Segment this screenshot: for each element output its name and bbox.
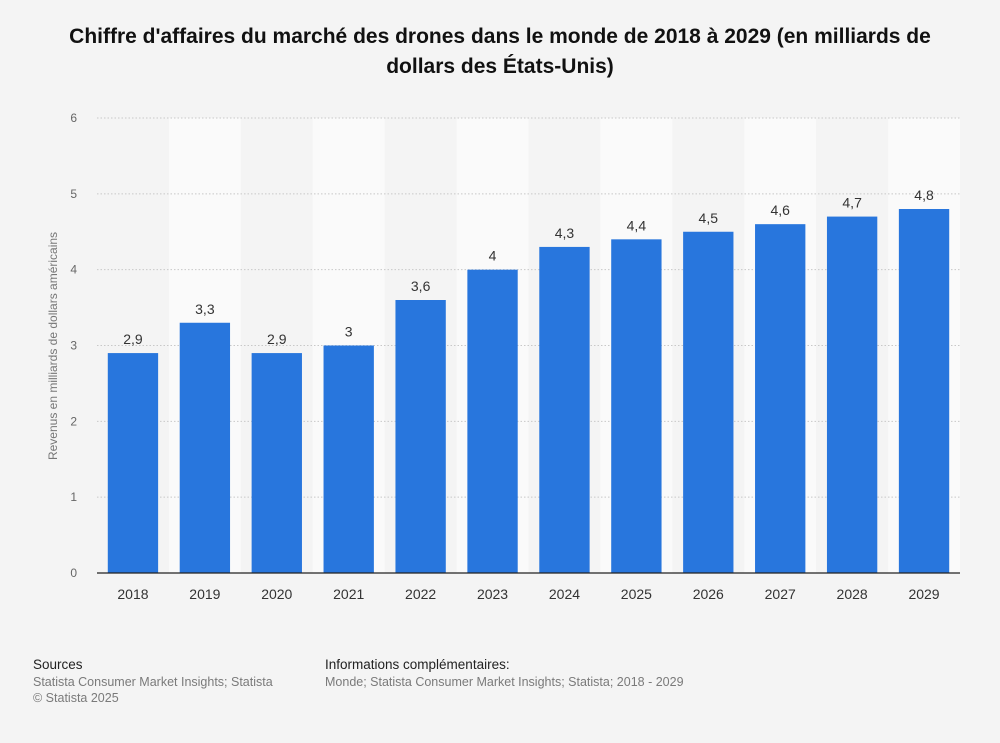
y-tick-label: 1 bbox=[70, 490, 77, 504]
x-tick-label: 2024 bbox=[549, 586, 580, 602]
x-tick-label: 2018 bbox=[117, 586, 148, 602]
data-label: 4,8 bbox=[914, 187, 934, 203]
bar-chart: 0 1 2 3 4 5 6 Revenus en milliards de dollars a… bbox=[46, 111, 960, 602]
data-label: 4,4 bbox=[627, 217, 647, 233]
bar bbox=[539, 246, 590, 573]
sources-text: Statista Consumer Market Insights; Stati… bbox=[33, 675, 273, 689]
x-tick-label: 2023 bbox=[477, 586, 508, 602]
data-label: 2,9 bbox=[123, 331, 143, 347]
copyright-text: © Statista 2025 bbox=[33, 691, 119, 705]
bar bbox=[323, 345, 374, 573]
data-label: 3,3 bbox=[195, 301, 215, 317]
info-title: Informations complémentaires: bbox=[325, 657, 510, 672]
data-label: 3 bbox=[345, 324, 353, 340]
data-label: 3,6 bbox=[411, 278, 431, 294]
bar bbox=[755, 224, 806, 573]
data-label: 4,3 bbox=[555, 225, 575, 241]
bar bbox=[107, 353, 159, 573]
y-tick-label: 0 bbox=[70, 566, 77, 580]
y-tick-label: 4 bbox=[70, 263, 77, 277]
data-label: 4,6 bbox=[770, 202, 790, 218]
data-label: 4 bbox=[489, 248, 497, 264]
bar bbox=[395, 300, 446, 573]
info-block: Informations complémentaires: Monde; Sta… bbox=[325, 657, 684, 690]
data-label: 4,5 bbox=[699, 210, 719, 226]
sources-title: Sources bbox=[33, 657, 83, 672]
bar bbox=[251, 353, 302, 573]
y-tick-label: 5 bbox=[70, 187, 77, 201]
x-tick-label: 2022 bbox=[405, 586, 436, 602]
sources-block: Sources Statista Consumer Market Insight… bbox=[33, 657, 273, 706]
chart-title: Chiffre d'affaires du marché des drones … bbox=[69, 25, 931, 78]
bar bbox=[467, 269, 518, 573]
info-text: Monde; Statista Consumer Market Insights… bbox=[325, 675, 684, 689]
data-label: 2,9 bbox=[267, 331, 287, 347]
bar bbox=[683, 231, 734, 573]
x-tick-label: 2021 bbox=[333, 586, 364, 602]
x-tick-label: 2027 bbox=[765, 586, 796, 602]
y-axis-label: Revenus en milliards de dollars américai… bbox=[46, 232, 60, 460]
x-tick-label: 2026 bbox=[693, 586, 724, 602]
data-label: 4,7 bbox=[842, 195, 862, 211]
y-tick-label: 3 bbox=[70, 339, 77, 353]
x-tick-label: 2020 bbox=[261, 586, 292, 602]
bar bbox=[179, 322, 231, 573]
bar bbox=[826, 216, 878, 574]
y-tick-label: 2 bbox=[70, 414, 77, 428]
bar bbox=[611, 239, 662, 574]
x-tick-label: 2029 bbox=[908, 586, 939, 602]
y-tick-label: 6 bbox=[70, 111, 77, 125]
x-tick-label: 2028 bbox=[837, 586, 868, 602]
x-tick-label: 2025 bbox=[621, 586, 652, 602]
x-tick-label: 2019 bbox=[189, 586, 220, 602]
bar bbox=[898, 209, 950, 573]
